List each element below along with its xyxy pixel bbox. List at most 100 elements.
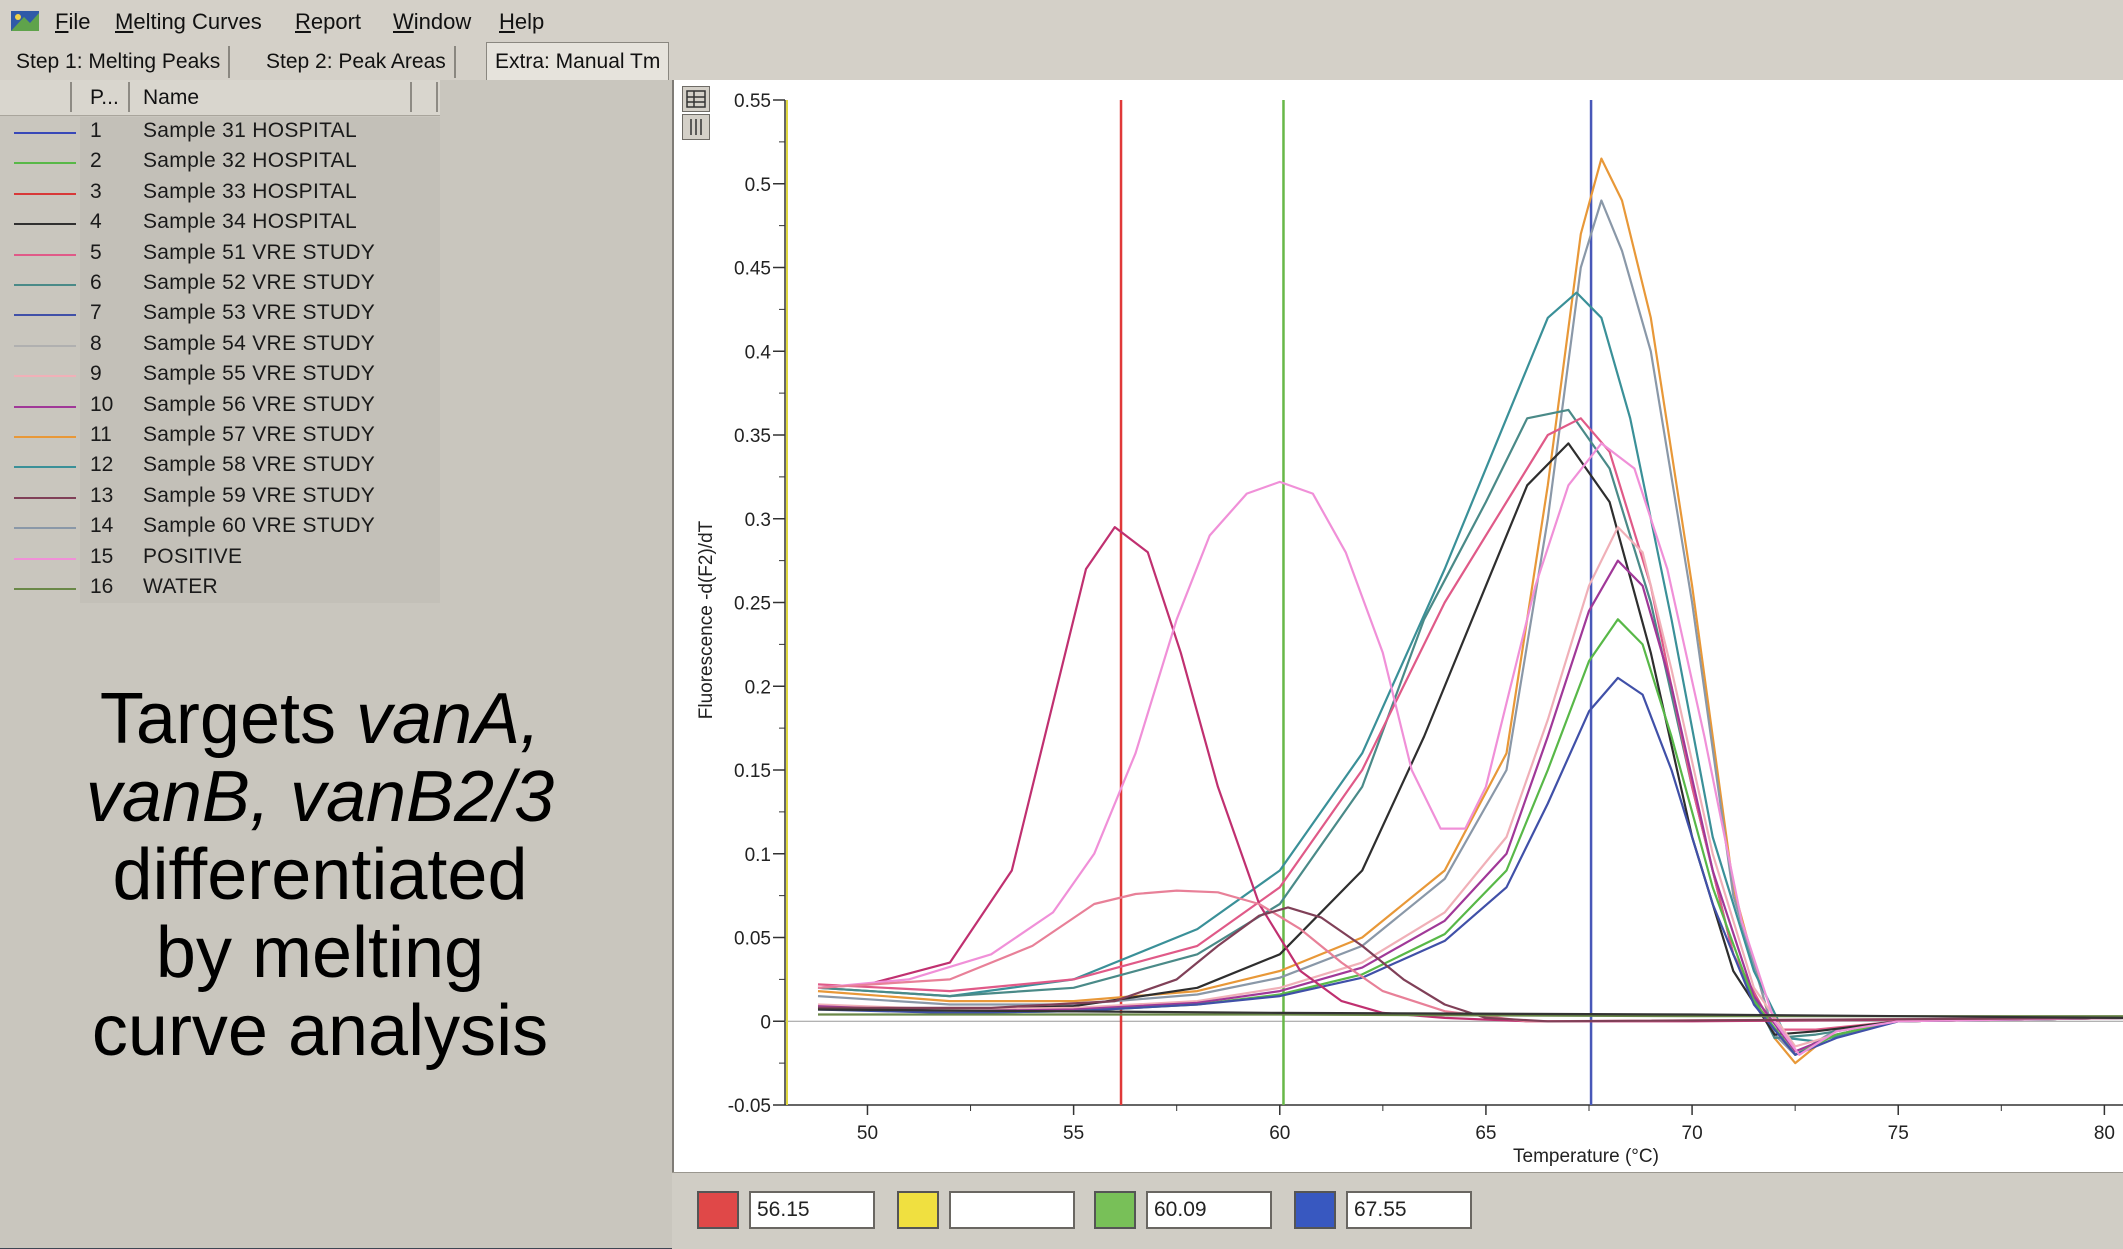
melting-curve-series: [817, 291, 2123, 1043]
series-color-line: [14, 375, 76, 378]
sample-list-row[interactable]: 16 WATER: [0, 573, 440, 603]
series-color-line: [14, 344, 76, 347]
sample-name: Sample 52 VRE STUDY: [143, 271, 376, 294]
x-tick-label: 65: [1475, 1123, 1496, 1144]
series-color-line: [14, 588, 76, 590]
slide-caption: Targets vanA, vanB, vanB2/3 differentiat…: [10, 680, 630, 1070]
series-color-line: [14, 314, 76, 317]
tm-color-swatch-red[interactable]: [697, 1191, 739, 1229]
column-header-position[interactable]: P...: [90, 86, 119, 109]
melting-curve-series: [817, 157, 2123, 1065]
x-tick-label: 80: [2094, 1123, 2115, 1144]
column-divider[interactable]: [436, 82, 438, 112]
x-axis-label: Temperature (°C): [1513, 1146, 1659, 1167]
sample-list-row[interactable]: 1 Sample 31 HOSPITAL: [0, 117, 440, 147]
melting-curve-series: [817, 442, 2123, 1056]
column-divider[interactable]: [128, 82, 130, 112]
series-color-line: [14, 527, 76, 530]
menu-help[interactable]: Help: [499, 9, 545, 34]
sample-list-row[interactable]: 4 Sample 34 HOSPITAL: [0, 208, 440, 238]
y-tick-label: 0.3: [745, 510, 771, 531]
sample-name: WATER: [143, 575, 218, 598]
y-tick-label: 0.35: [734, 426, 771, 447]
sample-list-row[interactable]: 10 Sample 56 VRE STUDY: [0, 391, 440, 421]
tm-input-green[interactable]: [1146, 1191, 1272, 1229]
tm-color-swatch-blue[interactable]: [1294, 1191, 1336, 1229]
sample-name: Sample 56 VRE STUDY: [143, 392, 376, 416]
y-tick-label: 0.4: [745, 342, 772, 363]
melting-curve-chart-panel: -0.05 0 0.05 0.1 0.15 0.2 0.25 0.3 0.35 0.4 0.45 0.…: [672, 80, 2123, 1248]
sample-list-row[interactable]: 2 Sample 32 HOSPITAL: [0, 147, 440, 177]
melting-curve-series: [817, 559, 2123, 1053]
melting-curve-series: [817, 526, 2123, 1048]
sample-list-row[interactable]: 5 Sample 51 VRE STUDY: [0, 239, 440, 269]
melting-curve-series: [817, 526, 2123, 1023]
sample-list-row[interactable]: 15 POSITIVE: [0, 543, 440, 573]
tm-color-swatch-green[interactable]: [1094, 1191, 1136, 1229]
x-tick-label: 70: [1682, 1123, 1703, 1144]
sample-name: Sample 33 HOSPITAL: [143, 179, 357, 203]
sample-list-row[interactable]: 12 Sample 58 VRE STUDY: [0, 451, 440, 481]
sample-name: POSITIVE: [143, 544, 243, 568]
tab-manual-tm[interactable]: Extra: Manual Tm: [486, 42, 670, 80]
menu-file[interactable]: File: [55, 9, 91, 34]
tm-input-yellow[interactable]: [949, 1191, 1075, 1229]
sample-name: Sample 31 HOSPITAL: [143, 119, 357, 142]
series-color-line: [14, 436, 76, 438]
column-divider[interactable]: [70, 82, 72, 112]
columns-icon: [690, 119, 702, 135]
y-tick-label: 0.2: [745, 677, 771, 698]
caption-line-4: by melting: [155, 913, 485, 993]
sample-list-row[interactable]: 3 Sample 33 HOSPITAL: [0, 178, 440, 208]
column-divider[interactable]: [410, 82, 412, 112]
y-tick-label: 0.15: [734, 761, 771, 782]
sample-list-row[interactable]: 14 Sample 60 VRE STUDY: [0, 512, 440, 542]
sample-position: 10: [90, 392, 114, 416]
sample-position: 8: [90, 331, 102, 355]
caption-line-3: differentiated: [112, 835, 528, 915]
series-color-line: [14, 162, 76, 165]
sample-name: Sample 55 VRE STUDY: [143, 362, 376, 386]
x-tick-label: 55: [1063, 1123, 1084, 1144]
sample-position: 16: [90, 575, 114, 598]
melting-curve-series: [817, 1008, 2123, 1019]
sample-list-row[interactable]: 6 Sample 52 VRE STUDY: [0, 269, 440, 299]
column-header-name[interactable]: Name: [143, 86, 200, 109]
sample-position: 1: [90, 119, 102, 142]
sample-list-row[interactable]: 8 Sample 54 VRE STUDY: [0, 330, 440, 360]
tab-strip: Step 1: Melting Peaks Step 2: Peak Areas…: [0, 42, 2123, 80]
tm-input-red[interactable]: [749, 1191, 875, 1229]
y-tick-label: 0: [760, 1012, 771, 1033]
sample-name: Sample 32 HOSPITAL: [143, 149, 357, 173]
sample-name: Sample 34 HOSPITAL: [143, 210, 357, 234]
sample-position: 13: [90, 483, 114, 507]
y-tick-label: -0.05: [728, 1096, 771, 1117]
menu-report[interactable]: Report: [295, 9, 362, 34]
series-color-line: [14, 557, 76, 560]
chart-zoom-button[interactable]: [682, 114, 710, 140]
sample-list-row[interactable]: 7 Sample 53 VRE STUDY: [0, 299, 440, 329]
sample-position: 3: [90, 179, 102, 203]
y-tick-label: 0.25: [734, 594, 771, 615]
tab-melting-peaks[interactable]: Step 1: Melting Peaks: [8, 46, 231, 78]
sample-list-row[interactable]: 9 Sample 55 VRE STUDY: [0, 360, 440, 390]
menu-window[interactable]: Window: [393, 9, 472, 34]
tm-color-swatch-yellow[interactable]: [897, 1191, 939, 1229]
caption-line-1: Targets vanA,: [99, 679, 541, 759]
melting-curve-series: [817, 676, 2123, 1056]
melting-curve-series: [817, 618, 2123, 1056]
tm-input-blue[interactable]: [1346, 1191, 1472, 1229]
sample-list-row[interactable]: 13 Sample 59 VRE STUDY: [0, 482, 440, 512]
sample-list-row[interactable]: 11 Sample 57 VRE STUDY: [0, 421, 440, 451]
y-tick-label: 0.05: [734, 929, 771, 950]
melting-curve-chart: -0.05 0 0.05 0.1 0.15 0.2 0.25 0.3 0.35 0.4 0.45 0.…: [696, 91, 2123, 1167]
series-color-line: [14, 253, 76, 256]
sample-position: 6: [90, 271, 102, 294]
menu-melting-curves[interactable]: Melting Curves: [115, 9, 262, 34]
chart-options-button[interactable]: [682, 86, 710, 112]
series-color-line: [14, 284, 76, 286]
series-color-line: [14, 132, 76, 134]
series-color-line: [14, 223, 76, 226]
sample-name: Sample 53 VRE STUDY: [143, 301, 376, 325]
tab-peak-areas[interactable]: Step 2: Peak Areas: [258, 46, 456, 78]
